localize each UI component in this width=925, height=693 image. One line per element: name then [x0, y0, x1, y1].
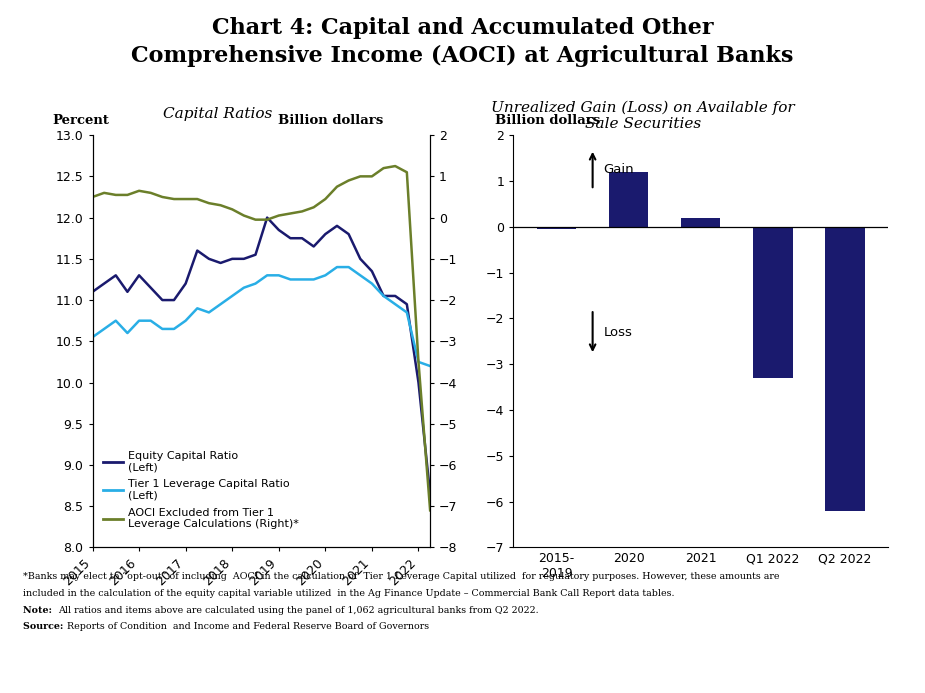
Text: Reports of Condition  and Income and Federal Reserve Board of Governors: Reports of Condition and Income and Fede…: [67, 622, 428, 631]
Bar: [825, 227, 865, 511]
Text: Gain: Gain: [603, 163, 634, 176]
Text: included in the calculation of the equity capital variable utilized  in the Ag F: included in the calculation of the equit…: [23, 589, 674, 598]
Bar: [609, 172, 648, 227]
Text: Capital Ratios: Capital Ratios: [163, 107, 272, 121]
Text: *Banks may elect to “opt-out” of including  AOCI in the calculation of  Tier 1 L: *Banks may elect to “opt-out” of includi…: [23, 572, 780, 581]
Bar: [681, 218, 721, 227]
Bar: [753, 227, 793, 378]
Text: Source:: Source:: [23, 622, 67, 631]
Text: Unrealized Gain (Loss) on Available for
Sale Securities: Unrealized Gain (Loss) on Available for …: [491, 100, 795, 131]
Bar: [536, 227, 576, 229]
Text: All ratios and items above are calculated using the panel of 1,062 agricultural : All ratios and items above are calculate…: [58, 606, 539, 615]
Text: Note:: Note:: [23, 606, 56, 615]
Text: Billion dollars: Billion dollars: [278, 114, 384, 127]
Text: Chart 4: Capital and Accumulated Other
Comprehensive Income (AOCI) at Agricultur: Chart 4: Capital and Accumulated Other C…: [131, 17, 794, 67]
Text: Loss: Loss: [603, 326, 633, 339]
Text: Percent: Percent: [52, 114, 109, 127]
Text: Billion dollars: Billion dollars: [495, 114, 600, 127]
Legend: Equity Capital Ratio
(Left), Tier 1 Leverage Capital Ratio
(Left), AOCI Excluded: Equity Capital Ratio (Left), Tier 1 Leve…: [98, 447, 303, 534]
